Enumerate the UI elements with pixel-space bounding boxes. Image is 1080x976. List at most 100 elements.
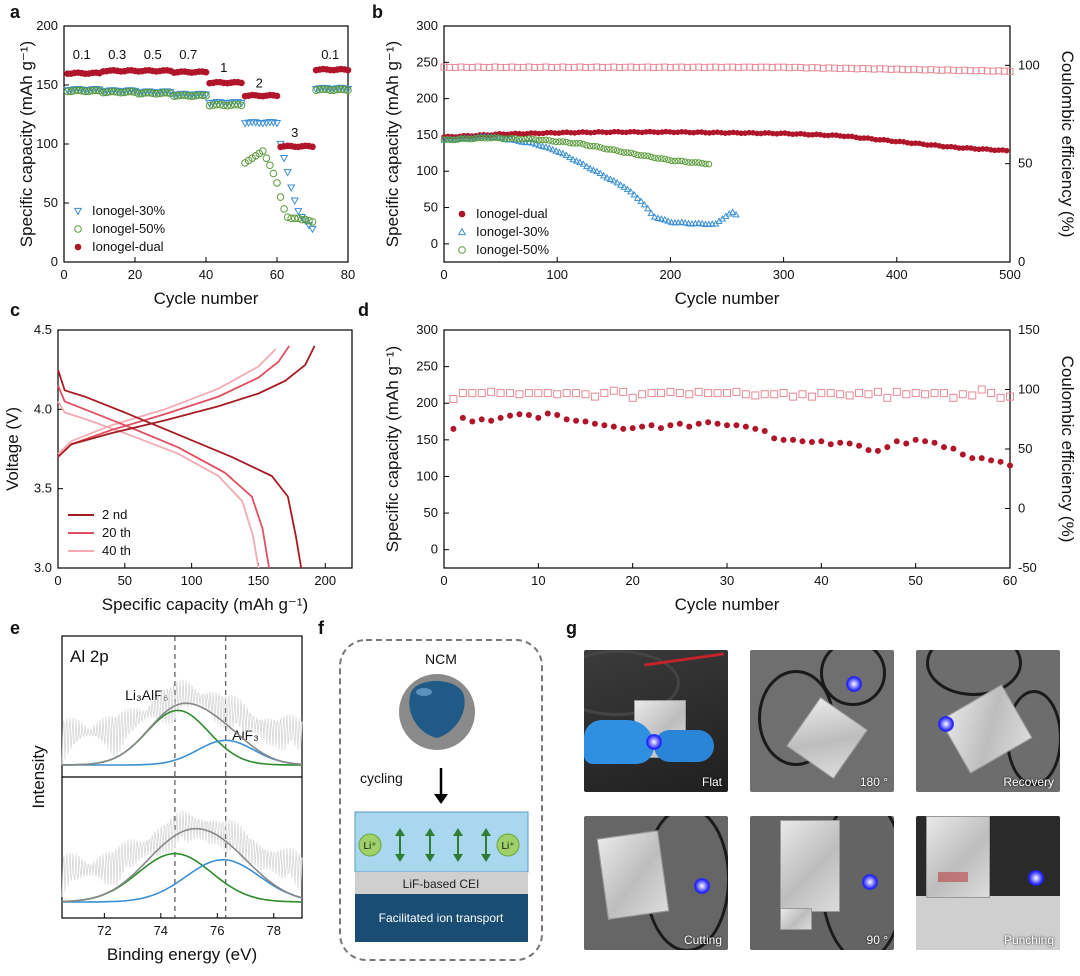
data-point [1007,462,1013,469]
data-point [836,65,844,73]
data-point [518,136,526,143]
electrolyte-region [354,811,529,873]
data-point [958,390,967,399]
data-point [449,395,458,404]
data-point [873,136,879,143]
data-point [478,416,485,423]
data-point [754,130,760,137]
data-point [613,147,621,154]
led-icon [862,874,878,890]
y-tick-label: 50 [424,505,438,520]
data-point [240,120,250,128]
data-point [451,64,459,72]
data-point [453,135,462,142]
data-point [471,135,478,142]
data-point [457,134,465,142]
data-point [337,85,345,93]
data-point [638,63,646,71]
data-point [1000,67,1008,75]
data-point [817,389,826,398]
data-point [495,134,502,142]
data-point [807,392,816,401]
data-point [170,92,178,101]
data-point [538,142,547,150]
data-point [883,393,892,402]
fit-peak [62,739,303,766]
data-point [488,417,495,424]
data-point [184,68,192,76]
data-point [305,142,313,150]
photo-recovery: Recovery [916,650,1060,792]
data-point [809,131,816,138]
data-point [596,144,604,151]
data-point [484,135,492,142]
rate-label: 0.5 [144,47,162,62]
data-point [117,88,125,97]
data-point [674,129,681,136]
y-tick-label: 200 [36,18,58,33]
data-point [609,386,618,395]
data-point [258,120,267,128]
data-point [497,414,504,421]
data-point [212,99,221,107]
photo-caption: Punching [1003,933,1054,947]
y-tick-label: 300 [416,18,438,33]
data-point [226,99,235,108]
data-point [751,391,760,400]
x-tick-label: 74 [154,923,168,938]
data-point [663,128,669,135]
data-point [531,63,539,71]
data-point [501,135,509,143]
photo-caption: 90 ° [866,933,888,947]
data-point [742,130,748,136]
data-point [553,63,561,71]
data-point [315,85,324,93]
data-point [279,155,289,163]
data-point [752,425,759,432]
data-point [723,63,731,71]
data-point [694,129,701,135]
data-point [131,88,139,96]
y2-tick-label: 0 [1018,254,1025,269]
data-point [639,423,646,430]
data-point [496,131,503,137]
data-point [233,99,243,107]
data-point [718,129,725,136]
data-point [231,78,238,86]
data-point [893,65,901,73]
data-point [977,385,986,394]
data-point [564,129,570,136]
data-point [690,129,697,136]
data-point [99,88,107,97]
data-point [459,414,466,421]
data-point [688,219,696,227]
data-point [294,214,303,223]
legend-label: Ionogel-50% [476,242,549,257]
data-point [555,148,564,155]
data-point [637,197,645,204]
data-point [326,86,335,94]
data-point [552,130,558,136]
data-point [789,131,796,138]
data-point [137,89,147,97]
chart-e-frame [61,635,303,919]
data-point [440,63,448,71]
data-point [116,88,125,96]
data-point [121,67,128,75]
rate-label: 0.3 [108,47,126,62]
data-point [647,209,655,216]
data-point [700,64,708,72]
data-point [846,440,853,447]
x-tick-label: 300 [773,267,795,282]
data-point [586,164,594,172]
y-tick-label: 100 [416,468,438,483]
data-point [567,129,574,136]
glove-right [654,730,714,762]
data-point [726,130,733,136]
data-point [234,78,242,86]
data-point [464,135,472,143]
data-point [623,129,630,136]
data-point [77,87,86,95]
data-point [865,447,872,454]
legend-label: Ionogel-30% [92,203,165,218]
